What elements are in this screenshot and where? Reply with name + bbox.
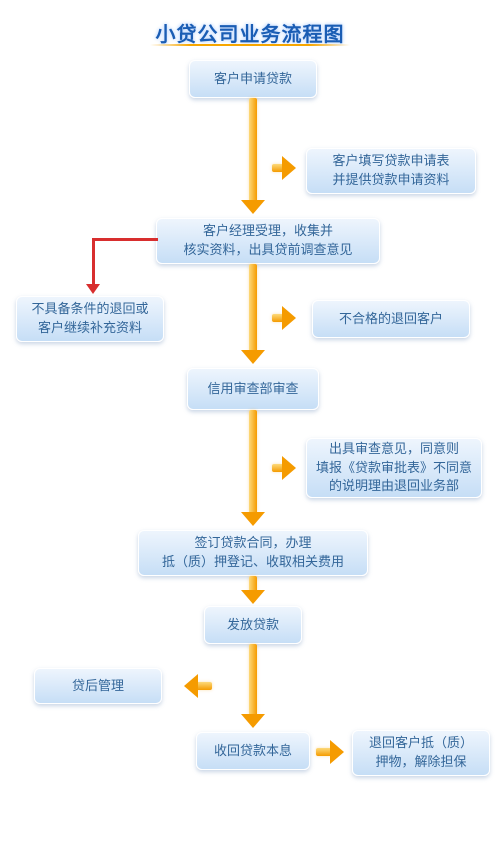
title-underline bbox=[150, 44, 350, 46]
arrow-down-2 bbox=[249, 264, 257, 352]
node-apply: 客户申请贷款 bbox=[189, 60, 317, 98]
arrow-right-form bbox=[272, 164, 284, 172]
node-return-incomplete: 不具备条件的退回或 客户继续补充资料 bbox=[16, 296, 164, 342]
node-release-collateral: 退回客户抵（质） 押物，解除担保 bbox=[352, 730, 490, 776]
arrow-right-unqualified bbox=[272, 314, 284, 322]
node-review-opinion: 出具审查意见，同意则 填报《贷款审批表》不同意 的说明理由退回业务部 bbox=[306, 438, 482, 498]
node-sign-contract: 签订贷款合同，办理 抵（质）押登记、收取相关费用 bbox=[138, 530, 368, 576]
arrow-down-1 bbox=[249, 98, 257, 202]
arrow-right-opinion bbox=[272, 464, 284, 472]
arrow-down-5 bbox=[249, 644, 257, 716]
diagram-title: 小贷公司业务流程图 bbox=[0, 18, 500, 47]
node-disburse: 发放贷款 bbox=[204, 606, 302, 644]
node-return-unqualified: 不合格的退回客户 bbox=[312, 300, 470, 338]
arrow-left-postloan bbox=[196, 682, 212, 690]
arrow-down-3 bbox=[249, 410, 257, 514]
elbow-line-h bbox=[92, 238, 158, 241]
elbow-arrowhead bbox=[86, 284, 100, 294]
node-fill-form: 客户填写贷款申请表 并提供贷款申请资料 bbox=[306, 148, 476, 194]
node-credit-review: 信用审查部审查 bbox=[187, 368, 319, 410]
arrow-down-4 bbox=[249, 576, 257, 592]
node-manager-accept: 客户经理受理，收集并 核实资料，出具贷前调查意见 bbox=[156, 218, 380, 264]
arrow-right-release bbox=[316, 748, 332, 756]
flowchart-canvas: 小贷公司业务流程图 客户申请贷款 客户填写贷款申请表 并提供贷款申请资料 客户经… bbox=[0, 0, 500, 846]
node-post-loan: 贷后管理 bbox=[34, 668, 162, 704]
node-recover: 收回贷款本息 bbox=[196, 732, 310, 770]
elbow-line-v bbox=[92, 238, 95, 286]
